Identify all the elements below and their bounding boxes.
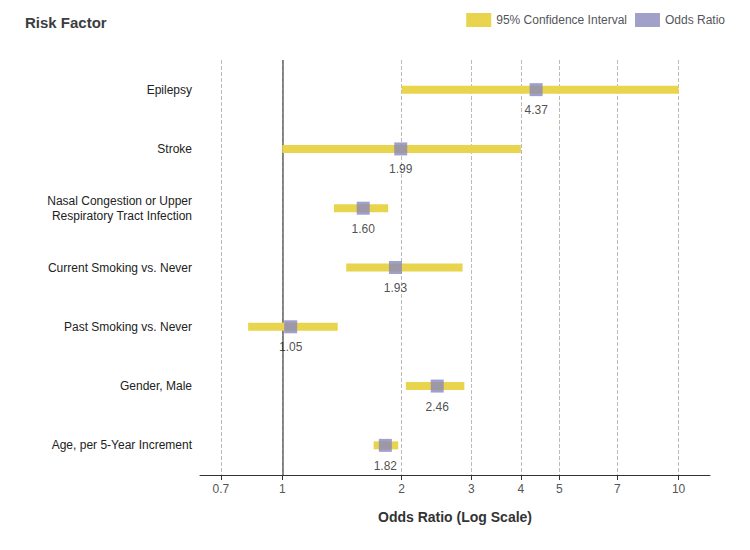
svg-text:1.93: 1.93 xyxy=(384,281,408,295)
svg-text:95% Confidence Interval: 95% Confidence Interval xyxy=(496,13,627,27)
svg-text:10: 10 xyxy=(672,482,686,496)
svg-text:Current Smoking vs. Never: Current Smoking vs. Never xyxy=(48,261,192,275)
svg-text:7: 7 xyxy=(614,482,621,496)
svg-text:0.7: 0.7 xyxy=(213,482,230,496)
svg-text:Past Smoking vs. Never: Past Smoking vs. Never xyxy=(64,320,192,334)
svg-text:Odds Ratio (Log Scale): Odds Ratio (Log Scale) xyxy=(378,509,532,525)
svg-text:Epilepsy: Epilepsy xyxy=(147,83,192,97)
svg-text:1.05: 1.05 xyxy=(279,340,303,354)
svg-text:3: 3 xyxy=(468,482,475,496)
svg-text:2: 2 xyxy=(398,482,405,496)
svg-text:Nasal Congestion or Upper: Nasal Congestion or Upper xyxy=(47,194,192,208)
svg-text:1.82: 1.82 xyxy=(374,459,398,473)
svg-text:4.37: 4.37 xyxy=(524,103,548,117)
svg-text:1: 1 xyxy=(279,482,286,496)
svg-text:5: 5 xyxy=(556,482,563,496)
svg-text:2.46: 2.46 xyxy=(426,400,450,414)
svg-text:Age, per 5-Year Increment: Age, per 5-Year Increment xyxy=(52,438,193,452)
svg-text:Respiratory Tract Infection: Respiratory Tract Infection xyxy=(52,209,192,223)
svg-text:4: 4 xyxy=(518,482,525,496)
svg-text:1.60: 1.60 xyxy=(352,222,376,236)
svg-text:Gender, Male: Gender, Male xyxy=(120,379,192,393)
svg-text:1.99: 1.99 xyxy=(389,162,413,176)
svg-text:Risk Factor: Risk Factor xyxy=(25,14,107,31)
svg-text:Stroke: Stroke xyxy=(157,142,192,156)
svg-text:Odds Ratio: Odds Ratio xyxy=(665,13,725,27)
